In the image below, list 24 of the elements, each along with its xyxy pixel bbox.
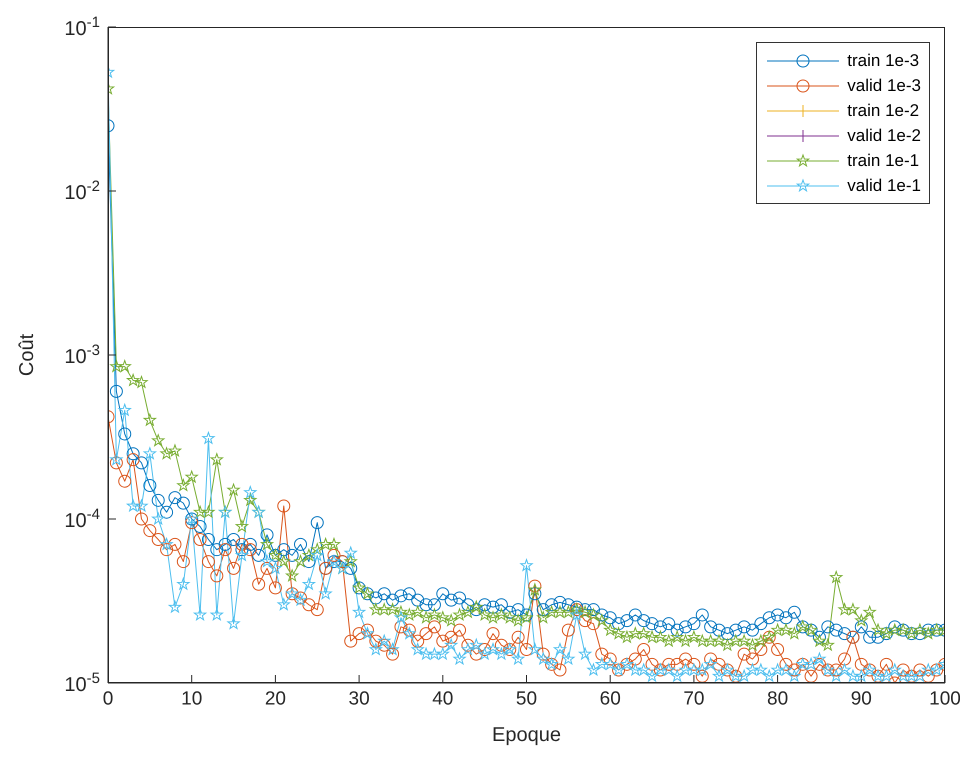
x-tick-label: 10 [181, 688, 202, 710]
y-tick-label: 10$^{-5}$ [64, 670, 100, 696]
y-tick-label: 10$^{-2}$ [64, 178, 100, 204]
x-tick-label: 60 [600, 688, 621, 710]
x-tick-label: 70 [683, 688, 704, 710]
x-tick-label: 0 [102, 688, 114, 710]
x-tick-label: 80 [767, 688, 788, 710]
x-tick-label: 50 [516, 688, 538, 710]
legend-label: valid 1e-2 [847, 126, 921, 146]
legend-label: train 1e-1 [847, 150, 920, 170]
legend-label: valid 1e-3 [847, 76, 921, 96]
x-tick-label: 40 [432, 688, 454, 710]
y-axis-title: Coût [16, 333, 38, 376]
legend-label: train 1e-2 [847, 100, 920, 120]
y-tick-label: 10$^{-1}$ [64, 14, 100, 40]
y-tick-label: 10$^{-4}$ [64, 506, 100, 532]
legend-label: valid 1e-1 [847, 176, 921, 196]
legend-label: train 1e-3 [847, 50, 920, 70]
x-tick-label: 20 [264, 688, 286, 710]
y-tick-label: 10$^{-3}$ [64, 342, 100, 368]
x-tick-label: 30 [348, 688, 370, 710]
x-axis-title: Epoque [492, 724, 561, 746]
x-tick-label: 100 [929, 688, 961, 710]
x-tick-label: 90 [850, 688, 872, 710]
